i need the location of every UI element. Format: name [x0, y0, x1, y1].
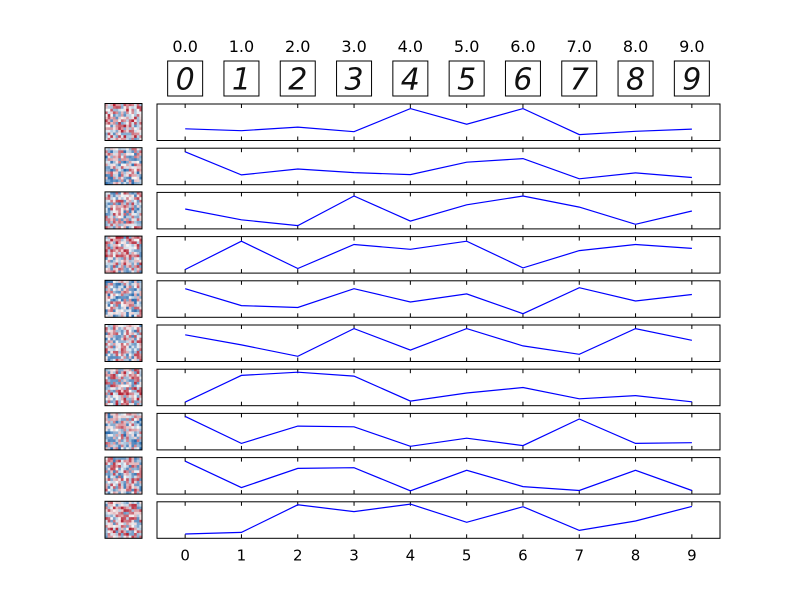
series-line [184, 151, 692, 180]
digit-glyph: 8 [626, 63, 645, 98]
filter-weight-image [104, 235, 143, 274]
series-line [185, 107, 692, 136]
x-tick-label: 8 [631, 546, 641, 564]
x-tick-label: 2 [293, 546, 303, 564]
digit-class-label: 2.0 [285, 37, 310, 56]
x-tick-label: 6 [518, 546, 528, 564]
series-line [184, 415, 692, 447]
digit-sample-image [448, 60, 485, 97]
digit-glyph: 2 [288, 63, 307, 98]
digit-class-label: 8.0 [623, 37, 648, 56]
digit-sample-image [279, 60, 316, 97]
response-subplot [156, 457, 721, 495]
digit-class-label: 7.0 [567, 37, 592, 56]
subplot-frame [156, 412, 721, 451]
filter-weight-image [104, 412, 143, 451]
subplot-frame [156, 368, 721, 407]
x-tick-label: 3 [349, 546, 359, 564]
digit-class-label: 1.0 [229, 37, 254, 56]
digit-glyph: 6 [513, 63, 532, 98]
series-line [185, 195, 693, 227]
response-subplot [156, 147, 721, 186]
response-subplot [156, 236, 721, 274]
response-subplot [156, 280, 721, 318]
subplot-frame [156, 147, 721, 186]
digit-class-label: 5.0 [454, 37, 479, 56]
digit-glyph: 4 [401, 63, 420, 98]
digit-sample-image [336, 60, 373, 97]
digit-sample-image [223, 60, 260, 97]
digit-glyph: 1 [232, 63, 251, 98]
digit-sample-image [167, 60, 204, 97]
subplot-frame [156, 103, 721, 141]
digit-glyph: 7 [570, 63, 589, 98]
digit-sample-image [617, 60, 654, 97]
filter-weight-image [104, 368, 143, 407]
digit-glyph: 9 [682, 63, 701, 98]
digit-glyph: 3 [345, 63, 364, 98]
x-tick-label: 7 [574, 546, 584, 564]
response-subplot [156, 324, 721, 362]
series-line [184, 460, 693, 492]
digit-class-label: 6.0 [510, 37, 535, 56]
subplot-frame [156, 324, 721, 362]
digit-sample-image [504, 60, 541, 97]
series-line [185, 503, 693, 535]
series-line [185, 327, 693, 357]
filter-weight-image [104, 279, 143, 318]
filter-weight-image [104, 103, 143, 141]
filter-weight-image [104, 324, 143, 362]
x-tick-label: 1 [237, 546, 247, 564]
digit-glyph: 5 [457, 63, 476, 98]
x-tick-label: 5 [462, 546, 472, 564]
subplot-frame [156, 280, 721, 318]
filter-weight-image [104, 147, 143, 186]
subplot-frame [156, 457, 721, 495]
response-subplot [156, 501, 721, 539]
series-line [184, 240, 692, 271]
digit-class-label: 4.0 [398, 37, 423, 56]
filter-weight-image [104, 456, 143, 495]
response-subplot [156, 103, 721, 141]
plot-rows [156, 103, 721, 539]
response-subplot [156, 412, 721, 451]
digit-sample-image [561, 60, 598, 97]
subplot-frame [156, 501, 721, 539]
digit-header: 0.0 0 1.0 1 2.0 2 3.0 3 4.0 4 5.0 5 6.0 6 7.0 7 8.0 8 9.0 9 [167, 37, 710, 98]
subplot-frame [156, 191, 721, 230]
digit-glyph: 0 [176, 63, 195, 98]
series-line [185, 287, 692, 315]
filter-weight-image [104, 191, 143, 230]
x-axis: 0 1 2 3 4 5 6 7 8 9 [180, 546, 696, 564]
subplot-frame [156, 236, 721, 274]
digit-sample-image [673, 60, 710, 97]
x-tick-label: 0 [180, 546, 190, 564]
digit-class-label: 3.0 [341, 37, 366, 56]
digit-class-label: 9.0 [679, 37, 704, 56]
response-subplot [156, 191, 721, 230]
filter-thumbnails [104, 103, 143, 539]
x-tick-label: 9 [687, 546, 697, 564]
digit-sample-image [392, 60, 429, 97]
digit-class-label: 0.0 [172, 37, 197, 56]
series-line [184, 371, 692, 403]
response-subplot [156, 368, 721, 407]
x-tick-label: 4 [406, 546, 416, 564]
filter-weight-image [104, 500, 143, 539]
